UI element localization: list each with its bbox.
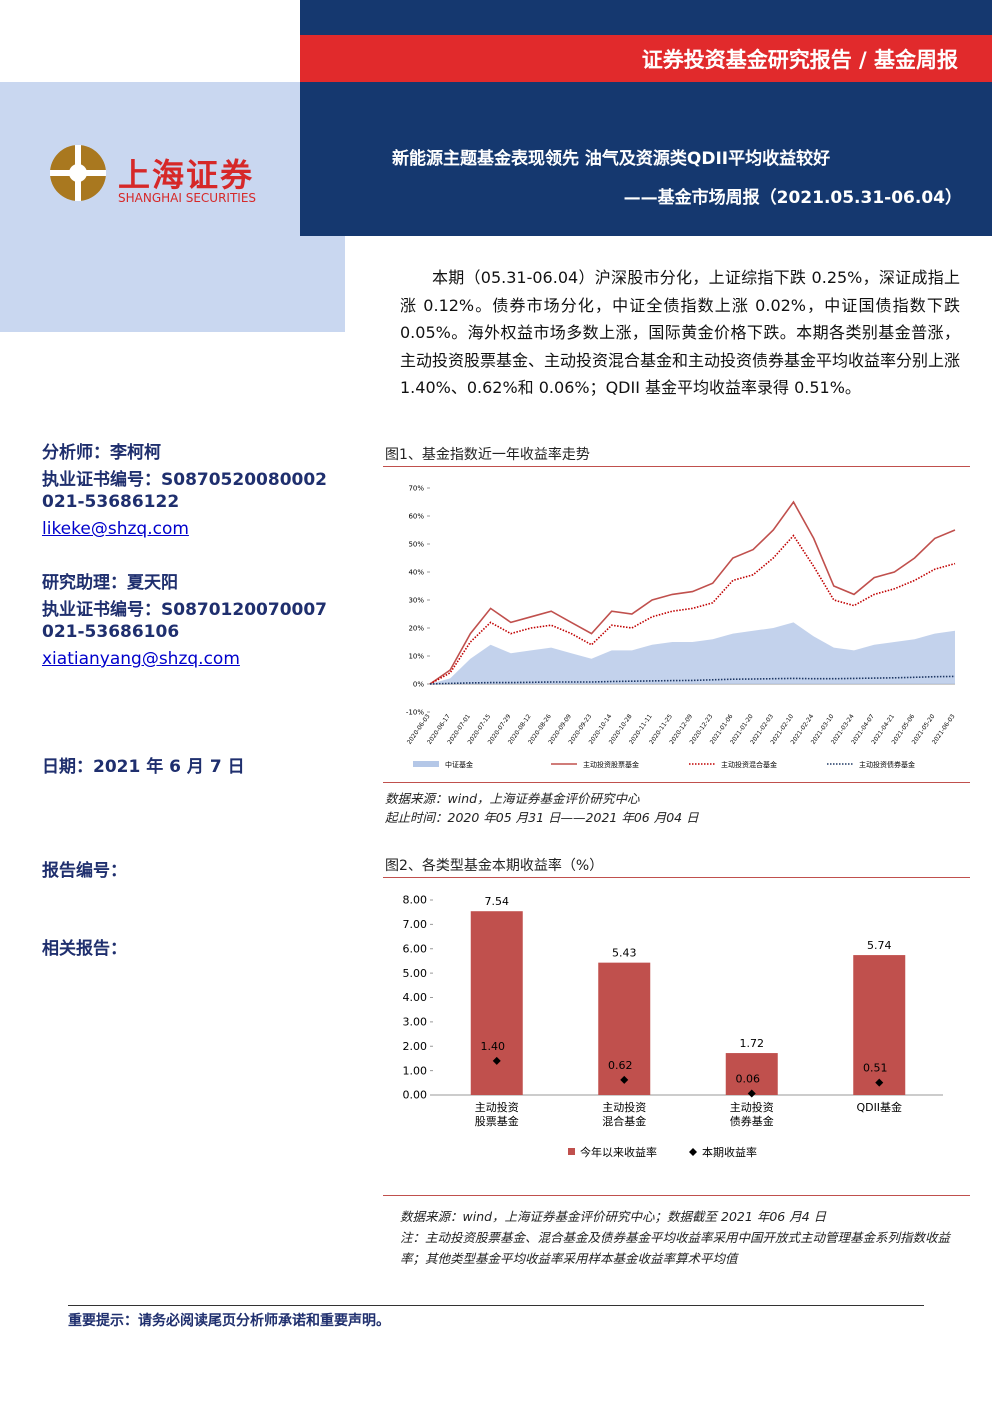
y-tick-label: 3.00 <box>403 1016 428 1029</box>
y-tick-label: 30% <box>408 596 424 604</box>
summary: 本期（05.31-06.04）沪深股市分化，上证综指下跌 0.25%，深证成指上… <box>400 268 961 397</box>
x-tick-label: QDII基金 <box>856 1101 903 1114</box>
chart: 0.00 1.00 2.00 3.00 4.00 5.00 6.00 7.00 8.00 主动投资… <box>403 894 943 1159</box>
y-tick-label: 0% <box>413 680 424 688</box>
x-tick-label-box: 主动投资混合基金 <box>602 1101 647 1128</box>
y-tick-label: 10% <box>408 652 424 660</box>
rule <box>383 782 970 783</box>
analyst: 分析师：李柯柯 <box>42 443 161 463</box>
rule <box>68 1305 924 1306</box>
note: 起止时间：2020 年05 月31 日——2021 年06 月04 日 <box>385 810 699 825</box>
data-label: 0.51 <box>863 1062 888 1075</box>
side-panel <box>0 82 345 332</box>
data-label: 0.06 <box>736 1073 761 1086</box>
legend-label: 今年以来收益率 <box>580 1145 657 1159</box>
x-tick-label-box: QDII基金 <box>856 1101 903 1114</box>
report-no: 报告编号： <box>42 861 127 881</box>
x-tick-label-box: 主动投资债券基金 <box>729 1101 774 1128</box>
line <box>429 675 956 685</box>
rule <box>383 1195 970 1196</box>
legend-label: 主动投资债券基金 <box>859 760 915 769</box>
red-stripe <box>300 35 992 82</box>
data-label: 5.74 <box>867 939 892 952</box>
marker <box>492 1056 501 1065</box>
data-label: 5.43 <box>612 947 637 960</box>
rule <box>383 466 970 467</box>
data-label: 7.54 <box>485 895 510 908</box>
email[interactable]: likeke@shzq.com <box>42 519 189 539</box>
date: 日期：2021 年 6 月 7 日 <box>42 757 245 777</box>
y-tick-label: 7.00 <box>403 918 428 931</box>
legend-label: 主动投资混合基金 <box>721 760 777 769</box>
x-tick-label-box: 主动投资股票基金 <box>474 1101 519 1128</box>
figure-caption: 图1、基金指数近一年收益率走势 <box>385 447 590 463</box>
note: 数据来源：wind，上海证券基金评价研究中心 <box>385 791 640 806</box>
data-label: 1.40 <box>481 1040 506 1053</box>
y-tick-label: 2.00 <box>403 1040 428 1053</box>
phone: 021-53686106 <box>42 622 180 642</box>
y-tick-label: 50% <box>408 540 424 548</box>
legend-label: 中证基金 <box>445 760 473 769</box>
note: 注：主动投资股票基金、混合基金及债券基金平均收益率采用中国开放式主动管理基金系列… <box>400 1230 951 1266</box>
line <box>429 500 956 685</box>
y-tick-label: 60% <box>408 512 424 520</box>
legend-swatch <box>689 1148 697 1156</box>
y-tick-label: 1.00 <box>403 1064 428 1077</box>
phone: 021-53686122 <box>42 492 180 512</box>
bar <box>598 962 651 1095</box>
y-tick-label: 6.00 <box>403 942 428 955</box>
y-tick-label: 4.00 <box>403 991 428 1004</box>
y-tick-label: -10% <box>406 708 424 716</box>
y-tick-label: 8.00 <box>403 894 428 907</box>
figure-caption: 图2、各类型基金本期收益率（%） <box>385 858 604 874</box>
report-subtitle: ——基金市场周报（2021.05.31-06.04） <box>623 188 962 208</box>
legend-swatch <box>413 761 439 767</box>
legend-swatch <box>568 1148 575 1155</box>
bar <box>725 1053 778 1095</box>
data-label: 0.62 <box>608 1059 633 1072</box>
line <box>429 534 956 685</box>
note: 数据来源：wind，上海证券基金评价研究中心；数据截至 2021 年06 月4 … <box>400 1209 827 1224</box>
report-title: 新能源主题基金表现领先 油气及资源类QDII平均收益较好 <box>392 149 831 169</box>
rule <box>383 877 970 878</box>
cert: 执业证书编号：S0870120070007 <box>42 600 328 620</box>
y-tick-label: 70% <box>408 484 424 492</box>
logo-icon <box>50 145 106 201</box>
footer: 重要提示：请务必阅读尾页分析师承诺和重要声明。 <box>68 1313 390 1329</box>
cert: 执业证书编号：S0870520080002 <box>42 470 328 490</box>
bar <box>853 955 906 1095</box>
assistant: 研究助理：夏天阳 <box>42 573 178 593</box>
x-tick-label: 主动投资股票基金 <box>474 1101 519 1128</box>
x-tick-label: 主动投资混合基金 <box>602 1101 647 1128</box>
marker <box>747 1089 756 1098</box>
band-title: 证券投资基金研究报告 / 基金周报 <box>641 48 958 72</box>
area <box>430 622 955 684</box>
legend-label: 本期收益率 <box>702 1145 757 1159</box>
related: 相关报告： <box>42 939 127 959</box>
email[interactable]: xiatianyang@shzq.com <box>42 649 240 669</box>
y-tick-label: 5.00 <box>403 967 428 980</box>
legend-label: 主动投资股票基金 <box>583 760 639 769</box>
marker <box>620 1075 629 1084</box>
bar <box>470 911 523 1095</box>
y-tick-label: 20% <box>408 624 424 632</box>
chart: -10%0%10%20%30%40%50%60%70%2020-06-03202… <box>406 484 957 769</box>
x-tick-label: 主动投资债券基金 <box>729 1101 774 1128</box>
data-label: 1.72 <box>740 1037 765 1050</box>
logo-en: SHANGHAI SECURITIES <box>118 191 257 205</box>
y-tick-label: 40% <box>408 568 424 576</box>
marker <box>875 1078 884 1087</box>
y-tick-label: 0.00 <box>403 1089 428 1102</box>
logo-cn: 上海证券 <box>118 156 255 194</box>
